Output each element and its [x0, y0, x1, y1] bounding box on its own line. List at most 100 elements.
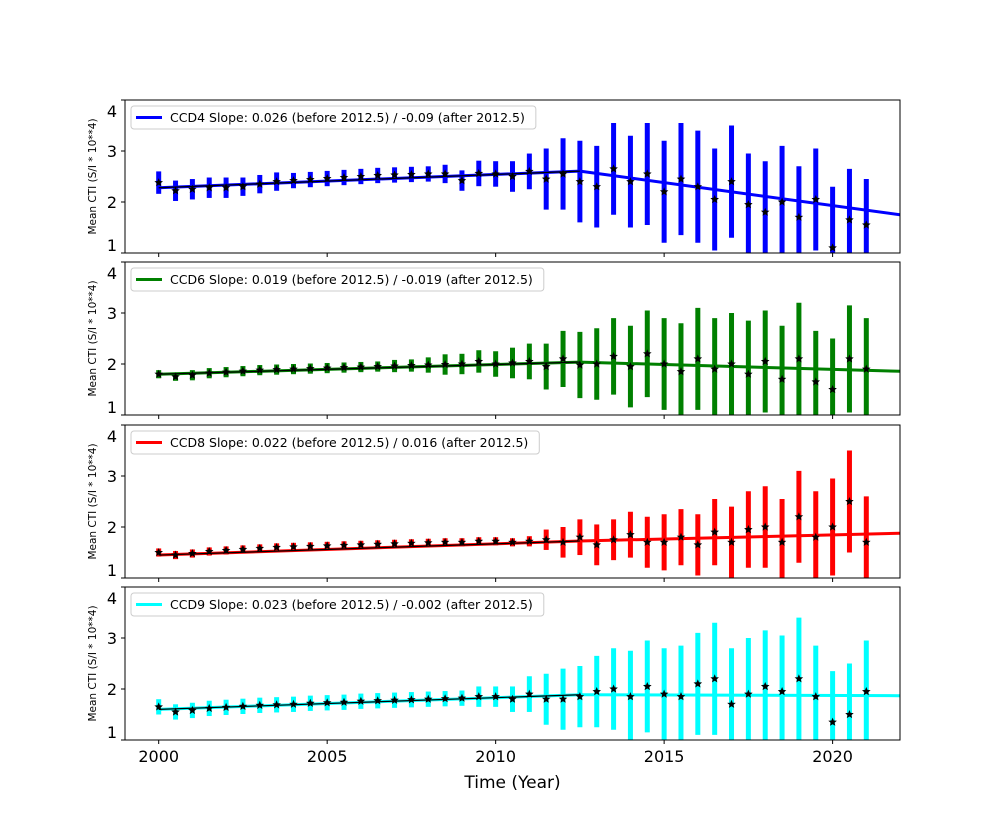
plot-area — [154, 302, 900, 415]
fit-line-before-overlay — [158, 170, 580, 189]
data-point — [491, 359, 500, 368]
data-point — [777, 537, 787, 546]
data-point — [390, 539, 399, 548]
data-point — [609, 684, 618, 693]
data-point — [558, 169, 568, 178]
data-point — [760, 356, 770, 366]
data-point — [339, 363, 349, 372]
data-point — [188, 549, 197, 558]
data-point — [508, 694, 517, 703]
fit-line-after — [579, 360, 900, 373]
legend: CCD8 Slope: 0.022 (before 2012.5) / 0.01… — [130, 430, 540, 455]
x-tick-label: 2005 — [307, 747, 348, 766]
data-point — [508, 172, 517, 181]
fit-line-after — [579, 169, 900, 217]
data-point — [289, 176, 298, 185]
data-point — [272, 542, 281, 551]
x-tick-label: 2000 — [138, 747, 179, 766]
data-point — [727, 359, 736, 368]
data-point — [525, 356, 534, 366]
data-point — [828, 243, 837, 252]
data-point — [407, 170, 416, 179]
data-point — [474, 168, 484, 178]
data-point — [171, 372, 180, 381]
data-point — [811, 692, 820, 701]
legend-label: CCD8 Slope: 0.022 (before 2012.5) / 0.01… — [170, 435, 528, 450]
y-tick-label: 2 — [107, 518, 117, 537]
data-point — [407, 361, 416, 370]
x-tick-label: 2010 — [475, 747, 516, 766]
y-tick-label: 1 — [107, 398, 117, 417]
data-point — [407, 538, 416, 547]
data-point — [289, 542, 298, 551]
data-point — [154, 548, 163, 557]
data-point — [306, 364, 315, 373]
data-point — [676, 367, 686, 376]
data-point — [643, 169, 652, 178]
data-point — [373, 171, 382, 180]
fit-line-after — [579, 531, 900, 543]
data-point — [440, 694, 450, 703]
data-point — [845, 497, 854, 506]
data-point — [272, 365, 281, 374]
data-point — [238, 182, 248, 191]
data-point — [306, 698, 315, 707]
y-tick-label: 2 — [107, 355, 117, 374]
panel-ccd9: 1 2 3 4 2000 2005 2010 2015 2020 Mean CTI (S/I * … — [87, 586, 901, 766]
data-point — [171, 186, 180, 195]
data-point — [710, 195, 719, 204]
data-point — [575, 360, 585, 369]
data-point — [558, 537, 568, 546]
data-point — [339, 540, 349, 549]
data-point — [508, 358, 517, 367]
panel-ccd8: 1 2 3 4 Mean CTI (S/I * 10**4) CCD8 Slope: 0.… — [87, 424, 901, 582]
data-point — [221, 367, 231, 376]
legend-box — [130, 267, 545, 292]
data-point — [457, 537, 467, 546]
data-point — [592, 540, 601, 549]
data-point — [676, 174, 686, 183]
data-point — [322, 363, 332, 372]
data-point — [255, 365, 265, 374]
y-axis-label: Mean CTI (S/I * 10**4) — [87, 118, 99, 234]
data-point — [609, 164, 618, 173]
data-point — [811, 532, 820, 541]
legend-label: CCD6 Slope: 0.019 (before 2012.5) / -0.0… — [170, 272, 533, 287]
data-point — [575, 177, 585, 186]
data-point — [643, 349, 652, 358]
data-point — [390, 361, 399, 370]
data-point — [322, 698, 332, 707]
legend-box — [130, 592, 545, 617]
data-point — [828, 385, 837, 394]
data-point — [188, 705, 197, 715]
data-point — [457, 693, 467, 702]
data-point — [693, 354, 703, 363]
data-point — [238, 544, 248, 554]
data-point — [306, 541, 315, 550]
data-point — [710, 527, 719, 536]
data-point — [255, 179, 265, 188]
data-point — [424, 169, 433, 178]
data-point — [221, 546, 231, 555]
data-point — [238, 366, 248, 375]
data-point — [727, 537, 736, 546]
data-point — [676, 532, 686, 541]
data-point — [188, 370, 197, 379]
data-point — [643, 682, 652, 691]
axes-frame — [124, 424, 901, 579]
data-point — [356, 172, 366, 181]
data-point — [171, 550, 180, 559]
y-tick-label: 1 — [107, 723, 117, 742]
data-point — [289, 699, 298, 708]
data-point — [306, 175, 315, 184]
data-point — [205, 547, 214, 556]
data-point — [744, 369, 753, 378]
y-tick-label: 2 — [107, 193, 117, 212]
data-point — [592, 687, 601, 696]
data-point — [794, 354, 804, 363]
data-point — [777, 687, 787, 696]
data-point — [592, 182, 601, 191]
data-point — [205, 703, 214, 712]
data-point — [255, 543, 265, 553]
data-point — [760, 682, 770, 691]
